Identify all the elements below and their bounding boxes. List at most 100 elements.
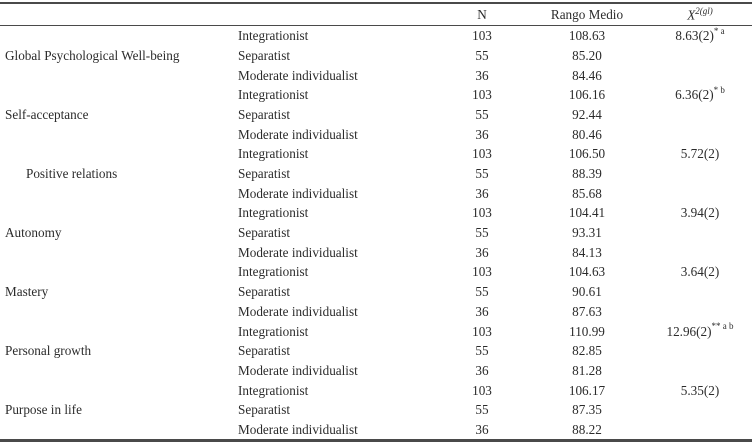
n-value: 36 xyxy=(475,421,489,437)
n-value: 103 xyxy=(472,205,492,221)
n-value: 36 xyxy=(475,362,489,378)
rango-medio-value: 108.63 xyxy=(568,28,606,44)
chi-square-value xyxy=(648,46,752,66)
chi-square-value xyxy=(648,400,752,420)
chi-square-value xyxy=(648,282,752,302)
table-row: Separatist 55 87.35 xyxy=(0,400,752,420)
header-scale xyxy=(0,3,232,26)
rango-medio-value: 106.16 xyxy=(568,87,606,103)
n-value: 103 xyxy=(472,323,492,339)
scale-label: Positive relations xyxy=(26,166,118,182)
chi-square-value xyxy=(648,65,752,85)
rango-medio-value: 110.99 xyxy=(569,323,605,339)
rango-medio-value: 93.31 xyxy=(572,225,602,241)
significance-superscript: * a xyxy=(713,25,725,36)
group-label: Integrationist xyxy=(238,28,309,44)
header-row: N Rango Medio X2(gl) xyxy=(0,3,752,26)
group-label: Moderate individualist xyxy=(238,362,358,378)
n-value: 36 xyxy=(475,126,489,142)
chi-square-value xyxy=(648,164,752,184)
chi-square-value xyxy=(648,361,752,381)
scale-label: Personal growth xyxy=(5,343,92,359)
group-label: Integrationist xyxy=(238,323,309,339)
scale-label: Self-acceptance xyxy=(5,106,89,122)
chi-square-value xyxy=(648,223,752,243)
n-value: 55 xyxy=(475,166,489,182)
rango-medio-value: 104.41 xyxy=(568,205,606,221)
n-value: 55 xyxy=(475,402,489,418)
rango-medio-value: 106.17 xyxy=(568,382,606,398)
chi-square-value: 5.72(2) xyxy=(680,146,720,162)
table-row: Mastery Integrationist 103 104.63 3.64(2) xyxy=(0,262,752,298)
n-value: 36 xyxy=(475,244,489,260)
rango-medio-value: 104.63 xyxy=(568,264,606,280)
n-value: 36 xyxy=(475,67,489,83)
group-label: Integrationist xyxy=(238,146,309,162)
n-value: 103 xyxy=(472,382,492,398)
table-row: Global Psychological Well-being Integrati… xyxy=(0,25,752,62)
significance-superscript: ** a b xyxy=(711,321,734,332)
chi-square-value: 12.96(2)** a b xyxy=(666,321,734,339)
chi-square-value: 5.35(2) xyxy=(680,382,720,398)
table-row: Autonomy Integrationist 103 104.41 3.94(2) xyxy=(0,203,752,239)
significance-superscript: * b xyxy=(713,85,725,95)
chi-square-value xyxy=(648,184,752,204)
chi-square-value xyxy=(648,243,752,263)
chi-superscript: 2(gl) xyxy=(695,5,713,16)
group-label: Moderate individualist xyxy=(238,67,358,83)
rango-medio-value: 92.44 xyxy=(572,106,602,122)
n-value: 55 xyxy=(475,343,489,359)
n-value: 103 xyxy=(472,264,492,280)
rango-medio-value: 84.13 xyxy=(572,244,602,260)
n-value: 103 xyxy=(472,87,492,103)
group-label: Moderate individualist xyxy=(238,185,358,201)
rango-medio-value: 90.61 xyxy=(572,284,602,300)
n-value: 55 xyxy=(475,284,489,300)
scale-label: Purpose in life xyxy=(5,402,82,418)
rango-medio-value: 106.50 xyxy=(568,146,606,162)
table-row: Moderate individualist 36 84.46 xyxy=(0,65,752,85)
n-value: 55 xyxy=(475,47,489,63)
group-label: Moderate individualist xyxy=(238,244,358,260)
header-rango-medio: Rango Medio xyxy=(526,3,648,26)
chi-square-value: 3.64(2) xyxy=(680,264,720,280)
table-row: Self-acceptance Integrationist 103 106.16 6.… xyxy=(0,85,752,121)
chi-square-value xyxy=(648,302,752,322)
scale-label: Global Psychological Well-being xyxy=(5,47,180,63)
rango-medio-value: 84.46 xyxy=(572,67,602,83)
chi-symbol: X xyxy=(687,7,696,23)
group-label: Separatist xyxy=(238,225,291,241)
table-row: Separatist 55 85.20 xyxy=(0,46,752,66)
chi-square-value xyxy=(648,124,752,144)
rango-medio-value: 85.20 xyxy=(572,47,602,63)
n-value: 55 xyxy=(475,106,489,122)
n-value: 36 xyxy=(475,185,489,201)
chi-square-value: 8.63(2)* a xyxy=(675,25,725,44)
rango-medio-value: 88.39 xyxy=(572,166,602,182)
group-label: Separatist xyxy=(238,284,291,300)
rango-medio-value: 88.22 xyxy=(572,421,602,437)
table-row: Separatist 55 93.31 xyxy=(0,223,752,243)
group-label: Integrationist xyxy=(238,205,309,221)
table-body: Global Psychological Well-being Integrati… xyxy=(0,26,752,441)
group-label: Integrationist xyxy=(238,264,309,280)
rango-medio-value: 87.35 xyxy=(572,402,602,418)
chi-square-value xyxy=(648,420,752,441)
group-label: Separatist xyxy=(238,402,291,418)
group-label: Separatist xyxy=(238,166,291,182)
rango-medio-value: 80.46 xyxy=(572,126,602,142)
n-value: 103 xyxy=(472,146,492,162)
table-row: Separatist 55 88.39 xyxy=(0,164,752,184)
table-row: Separatist 55 82.85 xyxy=(0,341,752,361)
n-value: 36 xyxy=(475,303,489,319)
table-row: Separatist 55 92.44 xyxy=(0,105,752,125)
table-row: Moderate individualist 36 85.68 xyxy=(0,184,752,204)
chi-square-value: 6.36(2)* b xyxy=(675,85,725,103)
table-row: Positive relations Integrationist 103 106.5… xyxy=(0,144,752,180)
n-value: 55 xyxy=(475,225,489,241)
n-value: 103 xyxy=(472,28,492,44)
rango-medio-value: 85.68 xyxy=(572,185,602,201)
table-row: Moderate individualist 36 80.46 xyxy=(0,124,752,144)
